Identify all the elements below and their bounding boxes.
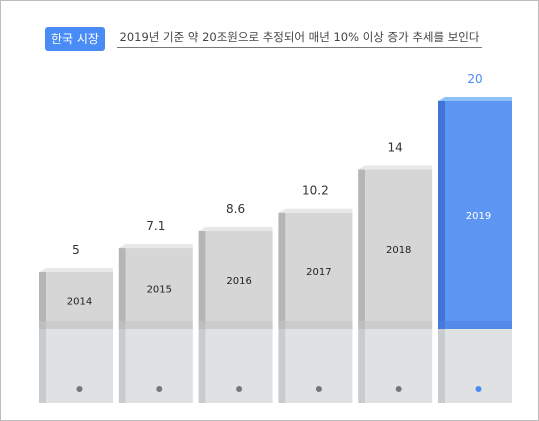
bar-top [278, 208, 353, 213]
bar-shade [278, 321, 353, 329]
bar [46, 272, 113, 329]
category-label: 2015 [147, 285, 172, 296]
bar [205, 230, 273, 329]
bar-base-side [118, 329, 126, 403]
bar-base-side [438, 329, 445, 403]
base-dot [156, 386, 163, 392]
base-dot [315, 386, 322, 392]
bar-top [39, 268, 113, 272]
bar-top [118, 244, 193, 249]
bar-shade [198, 321, 273, 329]
bar-side [118, 248, 126, 329]
bar-base-side [358, 329, 366, 403]
bar-top [358, 165, 433, 170]
data-label: 7.1 [146, 219, 165, 233]
data-label: 20 [467, 72, 482, 86]
bar-side [39, 272, 46, 329]
data-label: 14 [388, 140, 403, 154]
category-label: 2016 [226, 276, 251, 287]
category-label: 2014 [67, 297, 92, 308]
bar-base-side [39, 329, 46, 403]
data-label: 10.2 [302, 184, 329, 198]
base-dot [76, 386, 83, 392]
bar-shade [118, 321, 193, 329]
category-label: 2019 [466, 211, 491, 222]
bar-side [278, 212, 286, 329]
bar-top [438, 97, 512, 101]
bar-top [198, 226, 273, 231]
base-dot [475, 386, 482, 392]
bar [125, 248, 193, 329]
bar [445, 101, 512, 329]
bar-base-side [198, 329, 206, 403]
base-dot [236, 386, 243, 392]
category-label: 2017 [306, 267, 331, 278]
bar-side [358, 169, 366, 329]
bar-side [438, 101, 445, 329]
bar-side [198, 230, 206, 329]
chart-subtitle: 2019년 기준 약 20조원으로 추정되어 매년 10% 이상 증가 추세를 … [117, 29, 482, 48]
bar-shade [39, 321, 113, 329]
bar-shade [438, 321, 512, 329]
market-badge: 한국 시장 [45, 27, 105, 51]
category-label: 2018 [386, 245, 411, 256]
bar [365, 169, 433, 329]
bar-base-side [278, 329, 286, 403]
data-label: 8.6 [226, 202, 245, 216]
base-dot [395, 386, 402, 392]
data-label: 5 [72, 243, 80, 257]
bar-shade [358, 321, 433, 329]
bar [285, 212, 353, 329]
